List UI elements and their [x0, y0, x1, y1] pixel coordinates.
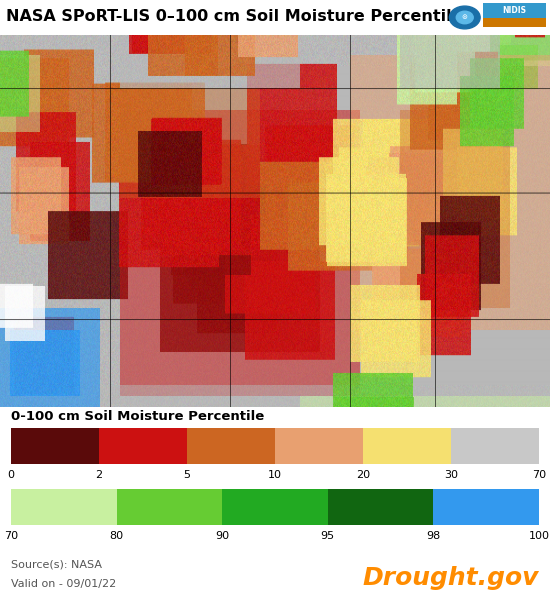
Circle shape	[456, 11, 473, 24]
Bar	[99, 428, 187, 464]
Text: 20: 20	[356, 470, 370, 480]
Text: ⊛: ⊛	[462, 14, 468, 20]
Text: 100: 100	[529, 531, 549, 541]
Text: 70: 70	[4, 531, 18, 541]
Text: 30: 30	[444, 470, 458, 480]
Bar	[222, 489, 328, 525]
Bar	[11, 489, 117, 525]
Bar	[0, 0, 550, 35]
Text: 70: 70	[532, 470, 546, 480]
Bar	[433, 489, 539, 525]
Text: 95: 95	[321, 531, 335, 541]
Bar	[451, 428, 539, 464]
Bar	[11, 428, 99, 464]
Text: 98: 98	[426, 531, 441, 541]
Text: 5: 5	[184, 470, 190, 480]
Circle shape	[449, 6, 480, 29]
Text: Valid on - 09/01/22: Valid on - 09/01/22	[11, 579, 116, 589]
Text: Source(s): NASA: Source(s): NASA	[11, 560, 102, 570]
Text: 0-100 cm Soil Moisture Percentile: 0-100 cm Soil Moisture Percentile	[11, 410, 264, 423]
Bar	[117, 489, 222, 525]
Bar	[483, 19, 546, 28]
Text: NIDIS: NIDIS	[503, 6, 526, 15]
Bar	[187, 428, 275, 464]
Bar	[328, 489, 433, 525]
Text: 10: 10	[268, 470, 282, 480]
Text: 0: 0	[8, 470, 14, 480]
Text: 2: 2	[96, 470, 102, 480]
Text: NASA SPoRT-LIS 0–100 cm Soil Moisture Percentile: NASA SPoRT-LIS 0–100 cm Soil Moisture Pe…	[6, 9, 462, 24]
Text: 80: 80	[109, 531, 124, 541]
Bar	[363, 428, 451, 464]
Text: Drought.gov: Drought.gov	[362, 566, 539, 590]
Bar	[275, 428, 363, 464]
Bar	[483, 3, 546, 19]
Text: 90: 90	[215, 531, 229, 541]
